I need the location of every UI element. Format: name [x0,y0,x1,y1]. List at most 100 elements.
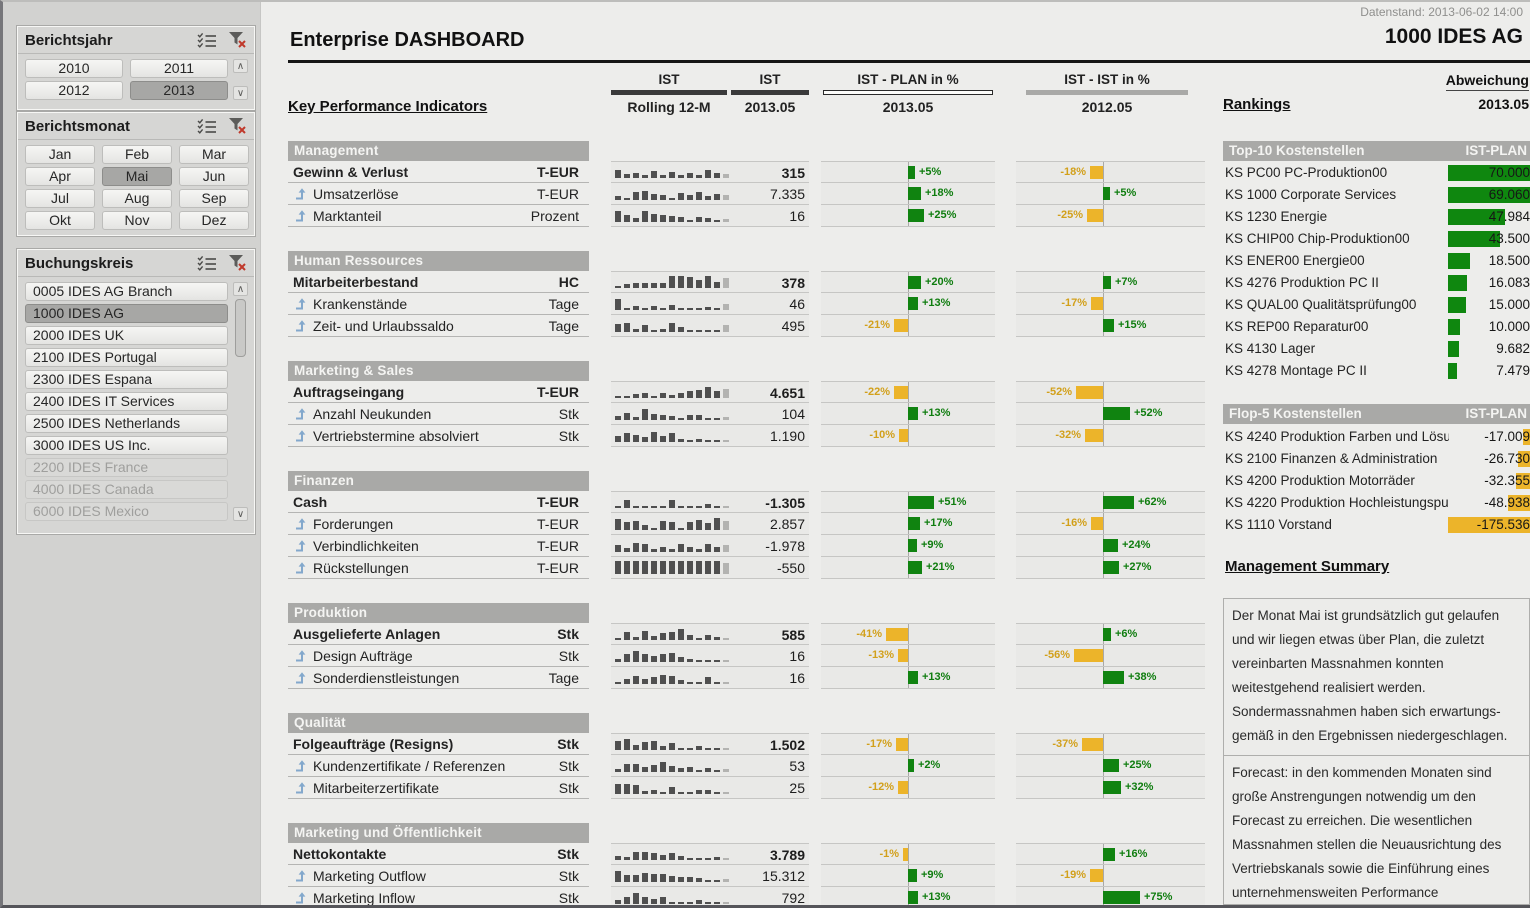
sparkline-cell: 378 [611,271,809,293]
slicer-item-0005-ides-ag-branch[interactable]: 0005 IDES AG Branch [25,282,228,301]
sparkline-bar [624,396,630,398]
gap [995,293,1016,315]
clear-filter-icon[interactable] [229,254,247,272]
sparkline-bar [687,195,693,200]
slicer-item-jun[interactable]: Jun [179,167,249,186]
slicer-item-feb[interactable]: Feb [102,145,172,164]
sparkline-cell: 495 [611,315,809,337]
gap [589,535,611,557]
slicer-item-2010[interactable]: 2010 [25,59,123,78]
slicer-item-dez[interactable]: Dez [179,211,249,230]
sparkline-bar [696,878,702,882]
abweichung-label: Abweichung [1445,72,1529,91]
gap [809,271,821,293]
multiselect-icon[interactable] [197,255,217,271]
drilldown-arrow-icon[interactable] [294,539,307,552]
sparkline-bar [705,858,711,860]
slicer-item-apr[interactable]: Apr [25,167,95,186]
scroll-down-icon[interactable]: ∨ [233,507,248,521]
column-header-ist-rolling: IST Rolling 12-M [611,72,727,115]
sparkline-cell: 4.651 [611,381,809,403]
gap [995,513,1016,535]
drilldown-arrow-icon[interactable] [294,407,307,420]
top10-row: KS ENER00 Energie00 18.500 [1223,250,1530,272]
sparkline-bar [642,654,648,662]
slicer-item-mai[interactable]: Mai [102,167,172,186]
sparkline-bar [723,325,729,332]
sparkline-bar [642,393,648,398]
slicer-item-1000-ides-ag[interactable]: 1000 IDES AG [25,304,228,323]
scroll-up-icon[interactable]: ∧ [233,282,248,296]
drilldown-arrow-icon[interactable] [294,671,307,684]
slicer-item-2400-ides-it-services[interactable]: 2400 IDES IT Services [25,392,228,411]
scroll-up-icon[interactable]: ∧ [233,59,248,73]
variance-value: +75% [1144,891,1173,903]
slicer-item-2013[interactable]: 2013 [130,81,228,100]
drilldown-arrow-icon[interactable] [294,297,307,310]
sparkline-bar [696,549,702,552]
gap [589,425,611,447]
sparkline-bar [678,276,684,288]
kostenstelle-label: KS 1110 Vorstand [1225,517,1332,532]
drilldown-arrow-icon[interactable] [294,319,307,332]
slicer-item-3000-ides-us-inc-[interactable]: 3000 IDES US Inc. [25,436,228,455]
slicer-item-2011[interactable]: 2011 [130,59,228,78]
slicer-item-aug[interactable]: Aug [102,189,172,208]
sparkline-bar [633,875,639,882]
drilldown-arrow-icon[interactable] [294,869,307,882]
slicer-item-sep[interactable]: Sep [179,189,249,208]
ist-ist-chart-cell: +6% [1016,623,1190,645]
sparkline-bar [660,308,666,310]
drilldown-arrow-icon[interactable] [294,429,307,442]
drilldown-arrow-icon[interactable] [294,891,307,904]
variance-bar [898,649,908,662]
sparkline-cell: 3.789 [611,843,809,865]
variance-value: +62% [1138,496,1167,508]
scroll-down-icon[interactable]: ∨ [233,86,248,100]
sparkline-bar [723,219,729,222]
slicer-item-mar[interactable]: Mar [179,145,249,164]
kpi-label-cell: Design Aufträge Stk [288,645,589,667]
sparkline-bar [723,440,729,442]
sparkline-bar [687,506,693,508]
clear-filter-icon[interactable] [229,31,247,49]
sparkline-bar [723,638,729,640]
kpi-unit: Stk [558,889,579,906]
sparkline-bar [687,522,693,530]
stub-cell [1190,887,1205,905]
ist-ist-chart-cell: +16% [1016,843,1190,865]
drilldown-arrow-icon[interactable] [294,781,307,794]
multiselect-icon[interactable] [197,118,217,134]
drilldown-arrow-icon[interactable] [294,209,307,222]
slicer-item-okt[interactable]: Okt [25,211,95,230]
sparkline-bar [723,195,729,200]
chart-axis [1103,645,1104,666]
multiselect-icon[interactable] [197,32,217,48]
slicer-item-2012[interactable]: 2012 [25,81,123,100]
drilldown-arrow-icon[interactable] [294,561,307,574]
clear-filter-icon[interactable] [229,117,247,135]
drilldown-arrow-icon[interactable] [294,187,307,200]
drilldown-arrow-icon[interactable] [294,649,307,662]
ranking-bar [1448,165,1530,181]
sparkline-bar [633,521,639,530]
drilldown-arrow-icon[interactable] [294,517,307,530]
slicer-item-jul[interactable]: Jul [25,189,95,208]
slicer-item-2000-ides-uk[interactable]: 2000 IDES UK [25,326,228,345]
slicer-item-2500-ides-netherlands[interactable]: 2500 IDES Netherlands [25,414,228,433]
scrollbar-thumb[interactable] [235,299,246,357]
variance-value: -16% [1061,517,1087,529]
gap [995,315,1016,337]
slicer-item-2300-ides-espana[interactable]: 2300 IDES Espana [25,370,228,389]
slicer-item-2100-ides-portugal[interactable]: 2100 IDES Portugal [25,348,228,367]
sparkline-bar [624,308,630,310]
sparkline-bar [714,173,720,178]
slicer-item-nov[interactable]: Nov [102,211,172,230]
kpi-label: Cash [293,493,328,510]
sparkline-bar [705,677,711,684]
sparkline-bar [723,748,729,750]
sparkline-bar [687,877,693,882]
sparkline-bar [633,506,639,508]
drilldown-arrow-icon[interactable] [294,759,307,772]
slicer-item-jan[interactable]: Jan [25,145,95,164]
